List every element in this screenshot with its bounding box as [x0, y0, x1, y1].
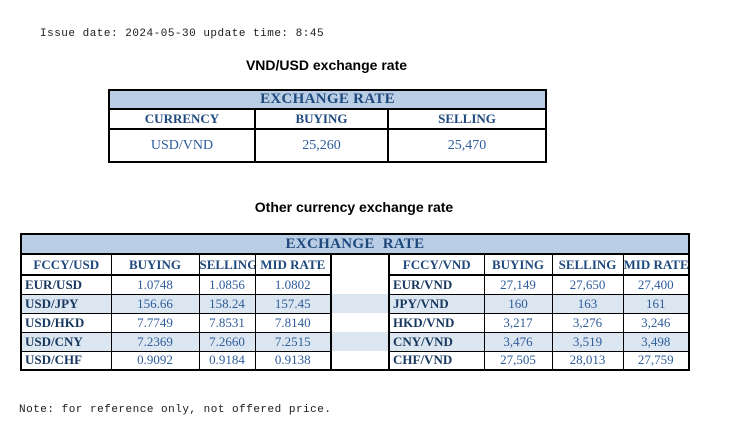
mid-rate-cell: 161: [622, 293, 690, 314]
column-header-selling: SELLING: [386, 108, 548, 130]
selling-rate-cell: 1.0856: [198, 274, 256, 295]
usd-rate-row: USD/VND 25,260 25,470: [108, 128, 548, 163]
rate-row-cny: USD/CNY 7.2369 7.2660 7.2515 CNY/VND 3,4…: [20, 331, 690, 352]
column-header-fccy-usd: FCCY/USD: [20, 253, 112, 276]
mid-rate-cell: 27,759: [622, 350, 690, 371]
column-header-selling-left: SELLING: [198, 253, 256, 276]
selling-rate-cell: 163: [551, 293, 624, 314]
buying-rate-cell: 25,260: [254, 128, 389, 163]
buying-rate-cell: 3,217: [483, 312, 553, 333]
mid-rate-cell: 3,498: [622, 331, 690, 352]
selling-rate-cell: 25,470: [386, 128, 548, 163]
selling-rate-cell: 0.9184: [198, 350, 256, 371]
pair-cell: CHF/VND: [388, 350, 485, 371]
other-table-columns-row: FCCY/USD BUYING SELLING MID RATE FCCY/VN…: [20, 253, 690, 276]
gap-cell: [330, 254, 390, 275]
selling-rate-cell: 27,650: [551, 274, 624, 295]
selling-rate-cell: 7.8531: [198, 312, 256, 333]
gap-cell: [330, 351, 390, 370]
rate-row-eur: EUR/USD 1.0748 1.0856 1.0802 EUR/VND 27,…: [20, 274, 690, 295]
mid-rate-cell: 7.8140: [254, 312, 332, 333]
gap-cell: [330, 313, 390, 332]
other-table-header-row: EXCHANGE RATE: [19, 233, 691, 255]
buying-rate-cell: 3,476: [483, 331, 553, 352]
pair-cell: USD/JPY: [20, 293, 112, 314]
buying-rate-cell: 7.7749: [110, 312, 200, 333]
other-rates-table: EXCHANGE RATE FCCY/USD BUYING SELLING MI…: [19, 233, 691, 371]
selling-rate-cell: 28,013: [551, 350, 624, 371]
column-header-mid-rate-right: MID RATE: [622, 253, 690, 276]
buying-rate-cell: 156.66: [110, 293, 200, 314]
rate-row-jpy: USD/JPY 156.66 158.24 157.45 JPY/VND 160…: [20, 293, 690, 314]
selling-rate-cell: 7.2660: [198, 331, 256, 352]
pair-cell: USD/HKD: [20, 312, 112, 333]
pair-cell: EUR/USD: [20, 274, 112, 295]
gap-cell: [330, 332, 390, 351]
usd-rate-table: EXCHANGE RATE CURRENCY BUYING SELLING US…: [107, 89, 548, 163]
usd-table-header: EXCHANGE RATE: [107, 89, 548, 110]
other-table-title: Other currency exchange rate: [254, 199, 454, 215]
gap-cell: [330, 275, 390, 294]
column-header-currency: CURRENCY: [108, 108, 256, 130]
mid-rate-cell: 27,400: [622, 274, 690, 295]
usd-table-header-row: EXCHANGE RATE: [107, 89, 548, 110]
pair-cell: USD/CHF: [20, 350, 112, 371]
selling-rate-cell: 3,276: [551, 312, 624, 333]
mid-rate-cell: 3,246: [622, 312, 690, 333]
pair-cell: HKD/VND: [388, 312, 485, 333]
column-header-buying-right: BUYING: [483, 253, 553, 276]
usd-table-title: VND/USD exchange rate: [245, 57, 408, 73]
rate-row-hkd: USD/HKD 7.7749 7.8531 7.8140 HKD/VND 3,2…: [20, 312, 690, 333]
buying-rate-cell: 160: [483, 293, 553, 314]
rate-row-chf: USD/CHF 0.9092 0.9184 0.9138 CHF/VND 27,…: [20, 350, 690, 371]
selling-rate-cell: 3,519: [551, 331, 624, 352]
column-header-buying-left: BUYING: [110, 253, 200, 276]
buying-rate-cell: 0.9092: [110, 350, 200, 371]
mid-rate-cell: 0.9138: [254, 350, 332, 371]
gap-cell: [330, 294, 390, 313]
other-table-header: EXCHANGE RATE: [19, 233, 691, 255]
column-header-fccy-vnd: FCCY/VND: [388, 253, 485, 276]
pair-cell: USD/CNY: [20, 331, 112, 352]
currency-pair-cell: USD/VND: [108, 128, 256, 163]
pair-cell: CNY/VND: [388, 331, 485, 352]
buying-rate-cell: 1.0748: [110, 274, 200, 295]
mid-rate-cell: 157.45: [254, 293, 332, 314]
buying-rate-cell: 7.2369: [110, 331, 200, 352]
mid-rate-cell: 1.0802: [254, 274, 332, 295]
column-header-mid-rate-left: MID RATE: [254, 253, 332, 276]
buying-rate-cell: 27,505: [483, 350, 553, 371]
pair-cell: JPY/VND: [388, 293, 485, 314]
mid-rate-cell: 7.2515: [254, 331, 332, 352]
column-header-selling-right: SELLING: [551, 253, 624, 276]
pair-cell: EUR/VND: [388, 274, 485, 295]
usd-table-columns-row: CURRENCY BUYING SELLING: [108, 108, 548, 130]
selling-rate-cell: 158.24: [198, 293, 256, 314]
column-header-buying: BUYING: [254, 108, 389, 130]
note-text: Note: for reference only, not offered pr…: [19, 404, 332, 416]
issue-date-text: Issue date: 2024-05-30 update time: 8:45: [40, 28, 325, 40]
buying-rate-cell: 27,149: [483, 274, 553, 295]
